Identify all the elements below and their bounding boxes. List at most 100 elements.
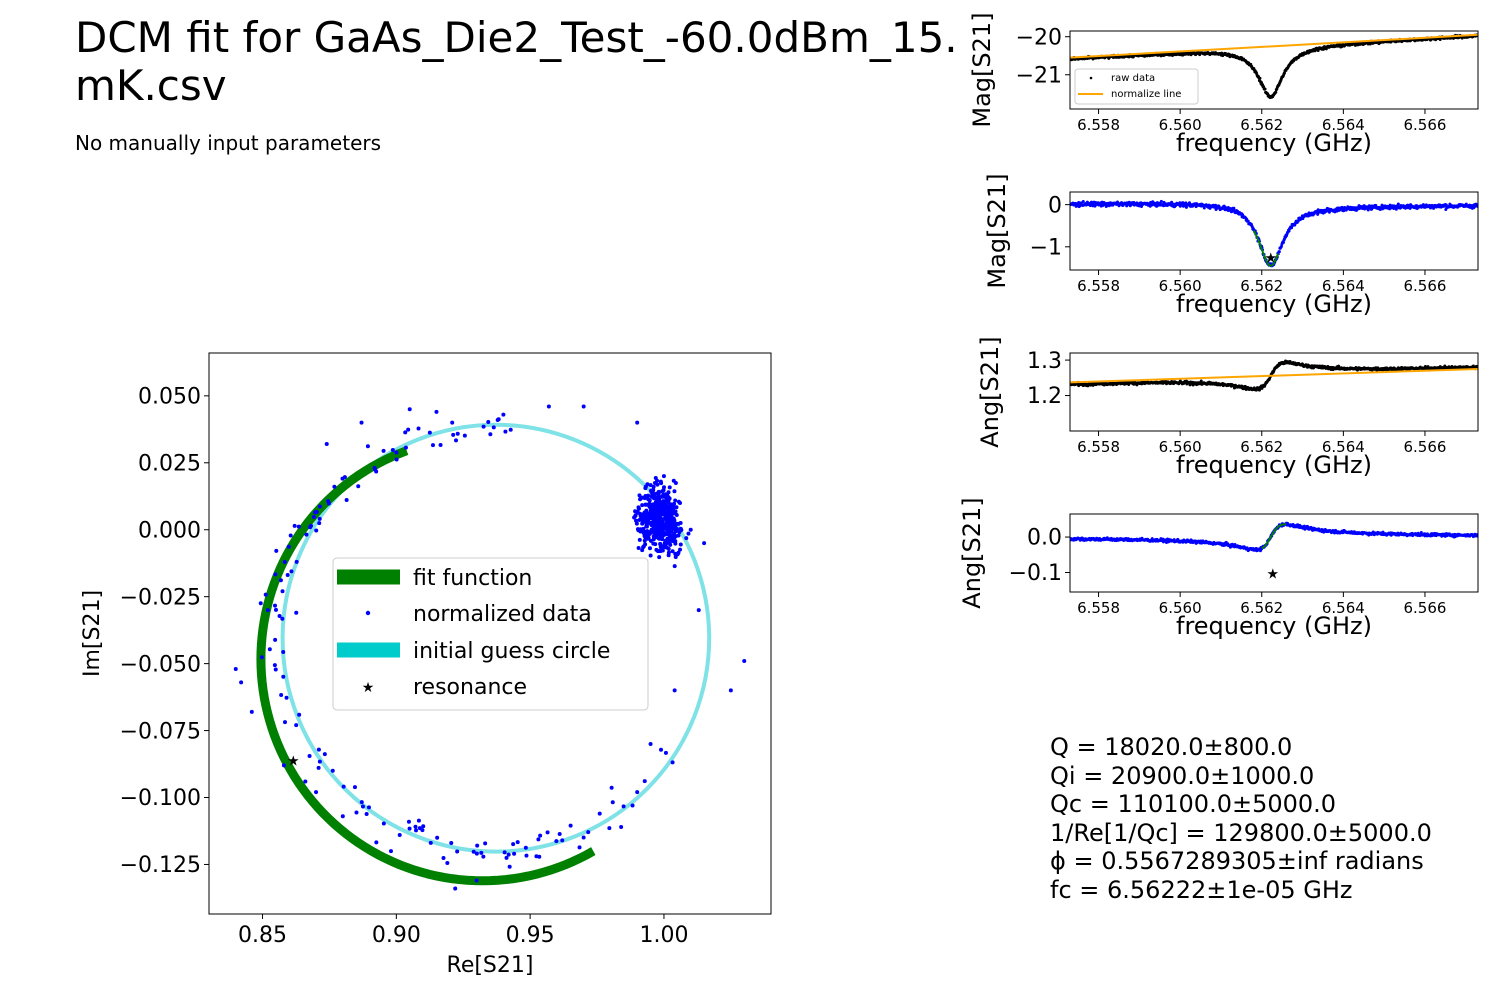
normalized-point xyxy=(286,544,291,549)
re-qc-value: 1/Re[1/Qc] = 129800.0±5000.0 xyxy=(1050,818,1432,847)
normalized-point xyxy=(281,674,286,679)
fit-results: Q = 18020.0±800.0 Qi = 20900.0±1000.0 Qc… xyxy=(1050,733,1432,904)
normalized-point xyxy=(609,785,614,790)
normalized-point xyxy=(586,830,591,835)
normalized-point xyxy=(654,547,659,552)
normalized-point xyxy=(475,843,480,848)
normalized-point xyxy=(313,510,318,515)
normalized-point xyxy=(274,548,279,553)
data-point xyxy=(1202,206,1206,210)
y-axis-label: Ang[S21] xyxy=(958,497,986,608)
x-axis-label: Re[S21] xyxy=(447,953,534,978)
normalized-point xyxy=(644,521,649,526)
normalized-point xyxy=(413,824,418,829)
data-point xyxy=(1396,202,1400,206)
normalized-point xyxy=(258,601,263,606)
data-point xyxy=(1316,212,1320,216)
normalized-point xyxy=(666,553,671,558)
normalized-point xyxy=(307,753,312,758)
data-point xyxy=(1159,199,1163,203)
normalized-points xyxy=(233,404,747,891)
normalized-point xyxy=(416,818,421,823)
legend-box xyxy=(332,557,649,711)
normalized-point xyxy=(359,420,364,425)
x-tick-label: 6.558 xyxy=(1077,116,1120,134)
x-tick-label: 6.562 xyxy=(1240,438,1283,456)
normalized-point xyxy=(450,420,455,425)
normalized-point xyxy=(607,826,612,831)
x-tick-label: 6.558 xyxy=(1077,599,1120,617)
y-tick-label: −1 xyxy=(1030,236,1062,261)
x-tick-label: 6.560 xyxy=(1159,438,1202,456)
normalized-point xyxy=(652,493,657,498)
plot-frame xyxy=(1069,352,1479,432)
x-tick-label: 6.564 xyxy=(1322,599,1365,617)
normalized-point xyxy=(416,426,421,431)
normalized-point xyxy=(630,803,635,808)
normalized-point xyxy=(285,572,290,577)
normalized-point xyxy=(671,526,676,531)
normalized-point xyxy=(742,658,747,663)
x-tick-label: 6.562 xyxy=(1240,116,1283,134)
y-tick-label: −21 xyxy=(1016,63,1062,88)
normalized-point xyxy=(658,542,663,547)
normalized-point xyxy=(661,485,666,490)
x-axis-label: frequency (GHz) xyxy=(1176,612,1372,640)
normalized-point xyxy=(634,518,639,523)
normalize-line xyxy=(1070,33,1478,59)
x-tick-label: 6.564 xyxy=(1322,438,1365,456)
data-point xyxy=(1296,219,1300,223)
normalized-point xyxy=(655,478,660,483)
normalized-point xyxy=(648,483,653,488)
normalized-point xyxy=(374,840,379,845)
normalized-point xyxy=(568,823,573,828)
normalized-point xyxy=(397,832,402,837)
normalized-point xyxy=(581,404,586,409)
data-point xyxy=(1281,240,1285,244)
plot-area: ★ xyxy=(233,404,747,891)
y-axis-label: Im[S21] xyxy=(80,590,105,677)
normalized-point xyxy=(610,800,615,805)
normalized-point xyxy=(277,613,282,618)
normalized-point xyxy=(671,523,676,528)
fc-value: fc = 6.56222±1e-05 GHz xyxy=(1050,875,1353,904)
normalized-point xyxy=(643,486,648,491)
plot-area xyxy=(1070,33,1478,100)
phi-value: ϕ = 0.5567289305±inf radians xyxy=(1050,847,1424,875)
normalized-point xyxy=(407,826,412,831)
normalized-point xyxy=(309,523,314,528)
normalized-point xyxy=(672,509,677,514)
figure-subtitle: No manually input parameters xyxy=(75,131,382,155)
normalized-point xyxy=(665,528,670,533)
normalized-point xyxy=(668,510,673,515)
data-point xyxy=(1258,76,1262,80)
normalized-point xyxy=(381,821,386,826)
normalized-point xyxy=(597,811,602,816)
normalized-point xyxy=(381,448,386,453)
normalized-point xyxy=(636,545,641,550)
y-tick-label: −0.100 xyxy=(120,786,201,811)
x-tick-label: 0.85 xyxy=(238,923,287,948)
normalized-point xyxy=(435,835,440,840)
qc-value: Qc = 110100.0±5000.0 xyxy=(1050,790,1337,818)
normalized-point xyxy=(696,608,701,613)
normalized-point xyxy=(643,502,648,507)
normalized-point xyxy=(304,532,309,537)
data-point xyxy=(1199,379,1203,383)
legend: fit function normalized data initial guess… xyxy=(332,557,649,711)
normalized-point xyxy=(284,695,289,700)
x-tick-label: 6.566 xyxy=(1403,116,1446,134)
normalized-point xyxy=(665,513,670,518)
y-tick-label: −0.075 xyxy=(120,719,201,744)
normalized-point xyxy=(427,430,432,435)
y-tick-label: 0 xyxy=(1048,193,1062,218)
x-tick-label: 6.560 xyxy=(1159,277,1202,295)
normalized-point xyxy=(673,498,678,503)
normalized-point xyxy=(366,805,371,810)
normalized-point xyxy=(648,553,653,558)
normalized-point xyxy=(651,534,656,539)
normalized-point xyxy=(496,417,501,422)
normalized-point xyxy=(330,768,335,773)
normalized-point xyxy=(324,442,329,447)
normalized-point xyxy=(640,548,645,553)
